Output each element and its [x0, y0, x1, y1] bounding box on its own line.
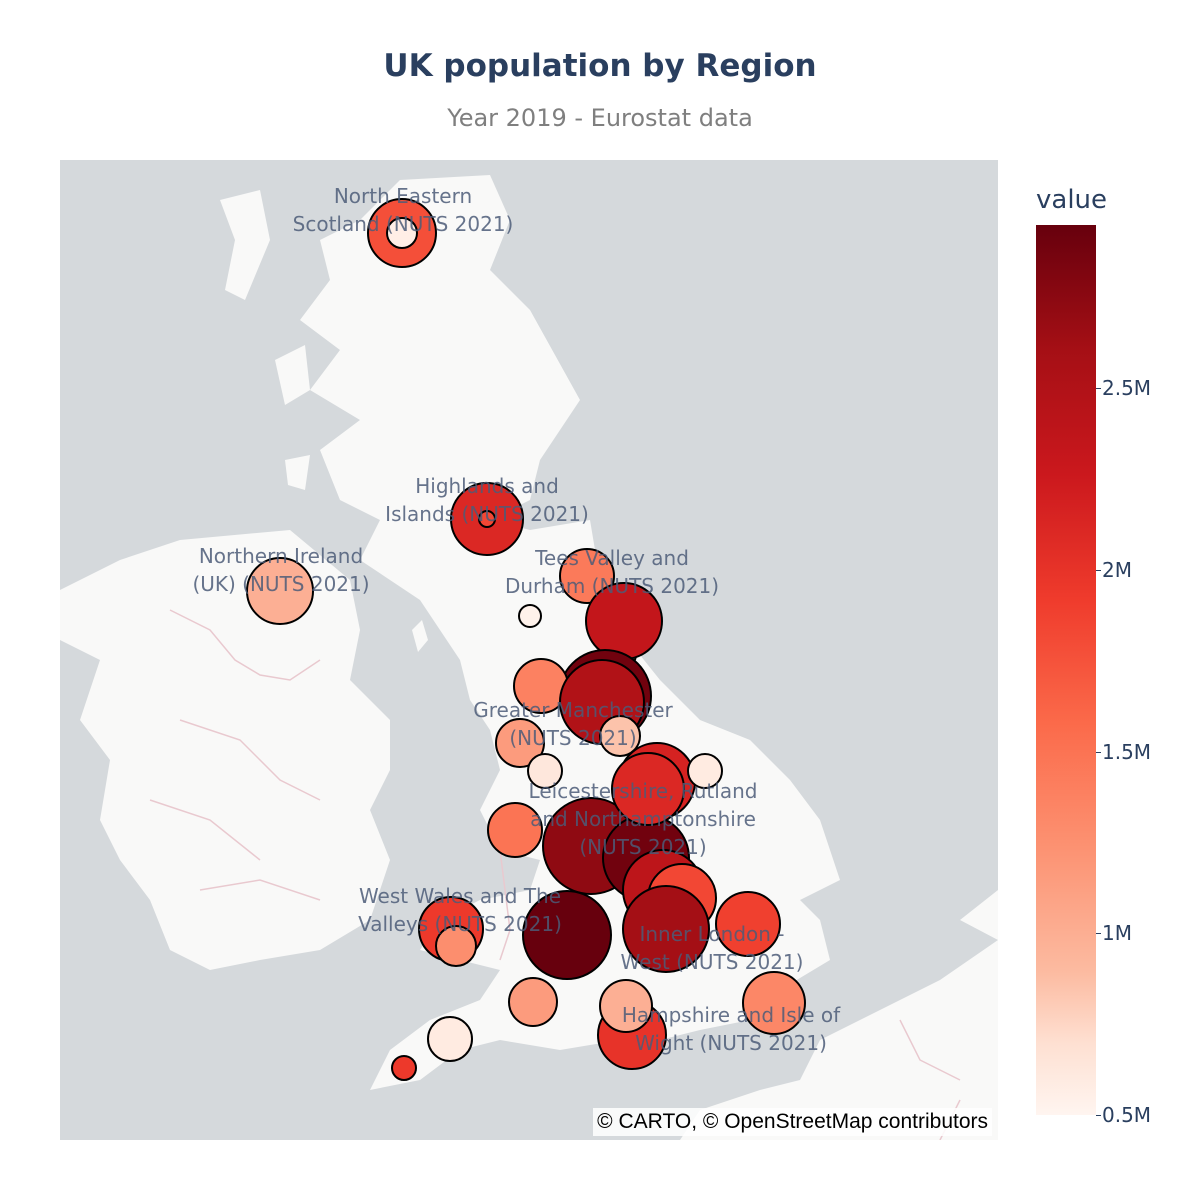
- region-marker[interactable]: [559, 548, 615, 604]
- region-marker[interactable]: [518, 604, 542, 628]
- region-label-line: Leicestershire, Rutland: [529, 779, 758, 803]
- region-label-line: Northern Ireland: [199, 544, 363, 568]
- region-label: Northern Ireland (UK) (NUTS 2021): [192, 544, 369, 596]
- region-marker[interactable]: [508, 977, 558, 1027]
- region-label-line: Durham (NUTS 2021): [505, 574, 719, 598]
- region-marker[interactable]: [742, 971, 806, 1035]
- region-label-line: and Northamptonshire: [530, 807, 756, 831]
- region-label: Greater Manchester (NUTS 2021): [473, 698, 673, 750]
- region-label-line: West (NUTS 2021): [621, 950, 804, 974]
- region-label-line: West Wales and The: [359, 884, 561, 908]
- region-marker[interactable]: [495, 718, 545, 768]
- region-label-line: Highlands and: [415, 474, 559, 498]
- region-label-line: Tees Valley and: [534, 546, 689, 570]
- colorbar-tick-label: 1.5M: [1095, 739, 1152, 764]
- ireland-county-borders: [149, 719, 321, 901]
- region-label-line: (NUTS 2021): [509, 726, 636, 750]
- region-marker[interactable]: [622, 885, 710, 973]
- england-wales-border: [499, 849, 511, 961]
- continent-edge: [960, 890, 998, 940]
- region-marker[interactable]: [246, 557, 314, 625]
- region-label: West Wales and The Valleys (NUTS 2021): [358, 884, 562, 936]
- region-label: Tees Valley and Durham (NUTS 2021): [505, 546, 719, 598]
- region-label-line: Islands (NUTS 2021): [385, 502, 589, 526]
- region-label-line: Wight (NUTS 2021): [635, 1031, 827, 1055]
- region-marker[interactable]: [487, 802, 543, 858]
- region-markers: [246, 198, 806, 1081]
- region-marker[interactable]: [435, 925, 477, 967]
- basemap: North Eastern Scotland (NUTS 2021) Highlan…: [60, 160, 998, 1140]
- region-marker[interactable]: [391, 1055, 417, 1081]
- island-islay: [285, 455, 310, 490]
- continent-landmass: [680, 940, 998, 1140]
- region-label-line: North Eastern: [334, 184, 472, 208]
- region-marker[interactable]: [715, 891, 781, 957]
- ireland-landmass: [60, 530, 390, 970]
- region-marker[interactable]: [687, 753, 723, 789]
- ni-border: [169, 609, 321, 681]
- outer-hebrides: [220, 190, 270, 300]
- region-marker[interactable]: [386, 217, 418, 249]
- region-labels: North Eastern Scotland (NUTS 2021) Highlan…: [192, 184, 841, 1055]
- colorbar-tick-label: 2M: [1096, 558, 1132, 583]
- region-marker[interactable]: [599, 979, 653, 1033]
- region-label-line: Valleys (NUTS 2021): [358, 912, 562, 936]
- region-label-line: (UK) (NUTS 2021): [192, 572, 369, 596]
- region-marker[interactable]: [611, 752, 685, 826]
- region-marker[interactable]: [599, 715, 641, 757]
- region-marker[interactable]: [527, 753, 563, 789]
- region-label: Highlands and Islands (NUTS 2021): [385, 474, 589, 526]
- region-label-line: (NUTS 2021): [579, 835, 706, 859]
- region-marker[interactable]: [478, 510, 496, 528]
- region-marker[interactable]: [522, 890, 612, 980]
- colorbar-tick-label: 1M: [1096, 921, 1132, 946]
- colorbar-tick-label: 2.5M: [1095, 376, 1152, 401]
- colorbar: value 2.5M 2M 1.5M 1M 0.5M: [1036, 185, 1176, 1145]
- region-marker[interactable]: [427, 1016, 473, 1062]
- region-label-line: Inner London -: [639, 922, 784, 946]
- map-view[interactable]: North Eastern Scotland (NUTS 2021) Highlan…: [60, 160, 998, 1140]
- region-label: Leicestershire, Rutland and Northamptonsh…: [529, 779, 758, 859]
- colorbar-gradient: [1036, 225, 1096, 1115]
- colorbar-tick-label: 0.5M: [1095, 1103, 1152, 1127]
- region-label: Hampshire and Isle of Wight (NUTS 2021): [622, 1003, 841, 1055]
- great-britain-landmass: [300, 175, 840, 1090]
- isle-of-man: [412, 620, 428, 652]
- chart-subtitle: Year 2019 - Eurostat data: [447, 104, 753, 132]
- colorbar-title: value: [1036, 185, 1108, 215]
- region-label-line: Hampshire and Isle of: [622, 1003, 841, 1027]
- region-label: North Eastern Scotland (NUTS 2021): [293, 184, 514, 236]
- inner-hebrides: [275, 345, 310, 405]
- region-label-line: Greater Manchester: [473, 698, 673, 722]
- chart-title: UK population by Region: [383, 48, 817, 84]
- map-attribution[interactable]: © CARTO, © OpenStreetMap contributors: [593, 1108, 992, 1136]
- region-label-line: Scotland (NUTS 2021): [293, 212, 514, 236]
- region-label: Inner London - West (NUTS 2021): [621, 922, 804, 974]
